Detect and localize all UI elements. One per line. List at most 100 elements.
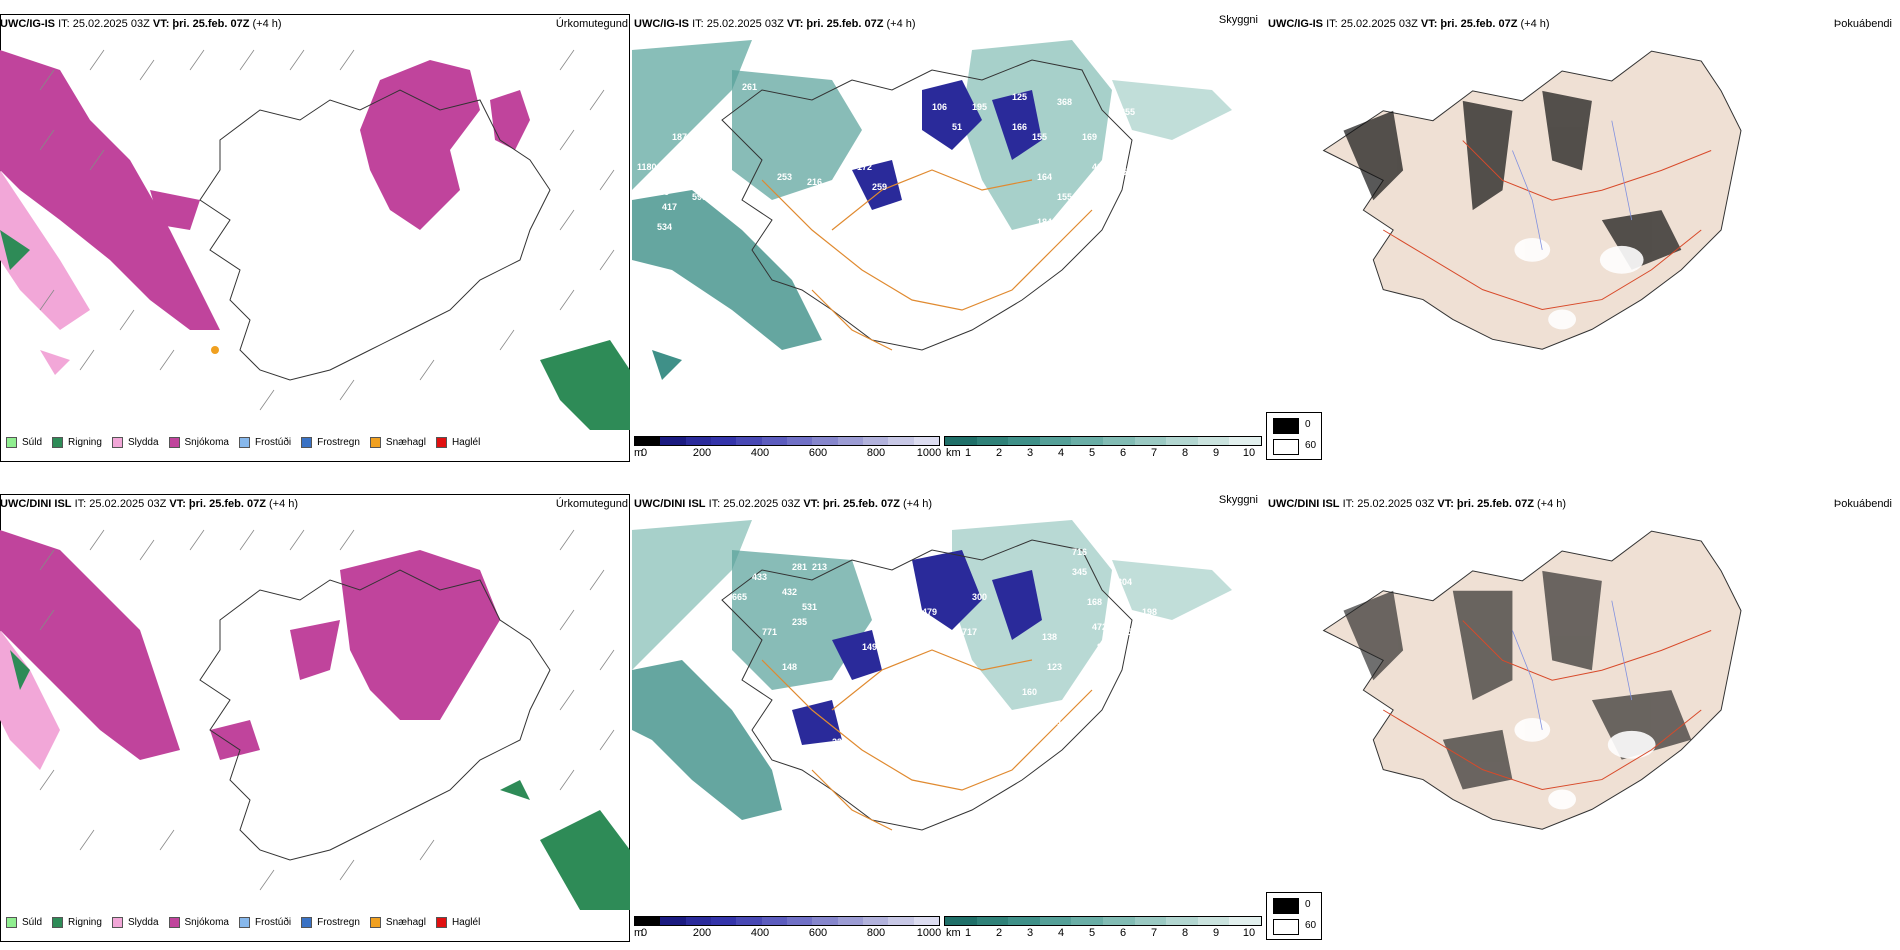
ceiling-label: 187 — [672, 132, 687, 142]
ceiling-label: 198 — [1142, 607, 1157, 617]
ceiling-label: 195 — [1022, 237, 1037, 247]
ceiling-label: 148 — [782, 662, 797, 672]
ceiling-label: 414 — [1092, 162, 1107, 172]
visibility-ceiling-panel: UWC/IG-IS IT: 25.02.2025 03Z VT: þri. 25… — [632, 0, 1264, 470]
ceiling-label: 130 — [912, 632, 927, 642]
visibility-map: 261 465 187 1180 135 417 534 595 253 216… — [632, 40, 1232, 380]
legend-item: Súld — [6, 437, 42, 448]
legend-swatch — [369, 437, 381, 448]
legend-item: Snæhagl — [369, 917, 426, 928]
colorbar-segment — [837, 437, 863, 445]
legend-item: Frostúði — [238, 437, 291, 448]
parameter-label: Skyggni — [1218, 14, 1258, 26]
ceiling-label: 414 — [932, 662, 947, 672]
ceiling-label: 771 — [762, 627, 777, 637]
ceiling-label: 665 — [732, 592, 747, 602]
legend-swatch — [435, 437, 447, 448]
ceiling-label: 141 — [932, 637, 947, 647]
ceiling-label: 1180 — [637, 162, 657, 172]
parameter-label: Þokuábendi — [1833, 498, 1892, 510]
colorbar-segment — [736, 917, 762, 925]
visibility-colorbar — [944, 436, 1262, 446]
forecast-row-1: UWC/IG-IS IT: 25.02.2025 03Z VT: þri. 25… — [0, 0, 1900, 470]
legend-swatch — [6, 917, 17, 928]
legend-swatch — [111, 917, 123, 928]
roads — [1382, 620, 1712, 791]
ceiling-label: 345 — [1072, 567, 1087, 577]
precip-type-panel: UWC/DINI ISL IT: 25.02.2025 03Z VT: þri.… — [0, 480, 632, 950]
colorbar-segment — [1197, 917, 1230, 925]
tick-label: 1000 — [916, 447, 942, 459]
precip-legend: Súld Rigning Slydda Snjókoma Frostúði Fr… — [6, 437, 490, 448]
tick-label: 3 — [1026, 927, 1034, 939]
tick-label: 5 — [1088, 927, 1096, 939]
tick-label: 800 — [866, 927, 886, 939]
ceiling-label: 417 — [662, 202, 677, 212]
tick-label: 200 — [692, 447, 712, 459]
ceiling-labels: 433 281 213 305 665 432 531 771 235 149 … — [702, 547, 1157, 762]
precip-type-panel: UWC/IG-IS IT: 25.02.2025 03Z VT: þri. 25… — [0, 0, 632, 470]
ceiling-label: 171 — [902, 122, 917, 132]
panel-title: UWC/IG-IS IT: 25.02.2025 03Z VT: þri. 25… — [1268, 18, 1550, 30]
roads — [761, 169, 1093, 351]
legend-item: Slydda — [111, 437, 159, 448]
sleet-areas — [0, 170, 90, 375]
fog-indicator-panel: UWC/DINI ISL IT: 25.02.2025 03Z VT: þri.… — [1264, 480, 1900, 950]
ceiling-label: 213 — [812, 562, 827, 572]
colorbar-segment — [1166, 437, 1198, 445]
ceiling-label: 432 — [782, 587, 797, 597]
ceiling-label: 857 — [1117, 167, 1132, 177]
ceiling-label: 135 — [1117, 722, 1132, 732]
tick-label: 2 — [995, 927, 1003, 939]
ceiling-label: 433 — [752, 572, 767, 582]
wind-barbs — [39, 49, 615, 411]
ceiling-label: 108 — [922, 717, 937, 727]
panel-title: UWC/DINI ISL IT: 25.02.2025 03Z VT: þri.… — [1268, 498, 1567, 510]
ceiling-labels: 261 465 187 1180 135 417 534 595 253 216… — [637, 82, 1182, 272]
legend-item: Rigning — [52, 437, 102, 448]
ceiling-label: 195 — [972, 102, 987, 112]
tick-label: 200 — [692, 927, 712, 939]
ceiling-colorbar — [634, 916, 940, 926]
tick-label: 8 — [1181, 447, 1189, 459]
ceiling-label: 465 — [702, 122, 717, 132]
ceiling-label: 155 — [1032, 132, 1047, 142]
visibility-unit: km — [946, 927, 961, 939]
visibility-ticks: 1 2 3 4 5 6 7 8 9 10 — [965, 447, 1258, 461]
parameter-label: Þokuábendi — [1833, 18, 1892, 30]
ceiling-label: 261 — [742, 82, 757, 92]
ceiling-label: 220 — [902, 667, 917, 677]
colorbar-segment — [812, 437, 838, 445]
ceiling-label: 96 — [852, 752, 862, 762]
ceiling-label: 281 — [792, 562, 807, 572]
roads — [761, 649, 1093, 831]
panel-title: UWC/IG-IS IT: 25.02.2025 03Z VT: þri. 25… — [0, 18, 282, 30]
ceiling-label: 192 — [1167, 207, 1182, 217]
ceiling-label: 415 — [1117, 262, 1132, 272]
legend-item: Slydda — [111, 917, 159, 928]
colorbar-segment — [945, 437, 977, 445]
legend-item: Haglél — [435, 917, 480, 928]
ceiling-label: 200 — [1142, 142, 1157, 152]
ceiling-label: 106 — [932, 102, 947, 112]
tick-label: 1000 — [916, 927, 942, 939]
visibility-colorbar — [944, 916, 1262, 926]
fog-legend-swatch — [1273, 919, 1299, 935]
legend-item: Frostregn — [301, 917, 360, 928]
colorbar-segment — [862, 437, 889, 445]
coastline — [199, 89, 551, 381]
legend-item: Rigning — [52, 917, 102, 928]
colorbar-segment — [761, 917, 787, 925]
panel-title: UWC/IG-IS IT: 25.02.2025 03Z VT: þri. 25… — [634, 18, 916, 30]
parameter-label: Skyggni — [1218, 494, 1258, 506]
tick-label: 5 — [1088, 447, 1096, 459]
ceiling-label: 51 — [952, 122, 962, 132]
colorbar-segment — [1008, 917, 1040, 925]
legend-swatch — [238, 917, 250, 928]
ceiling-ticks: 0 200 400 600 800 1000 — [641, 927, 944, 941]
ceiling-label: 81 — [1052, 717, 1062, 727]
fog-legend-label: 0 — [1305, 899, 1311, 910]
ceiling-label: 31 — [962, 152, 972, 162]
ceiling-label: 166 — [1012, 122, 1027, 132]
ceiling-label: 184 — [1037, 217, 1052, 227]
